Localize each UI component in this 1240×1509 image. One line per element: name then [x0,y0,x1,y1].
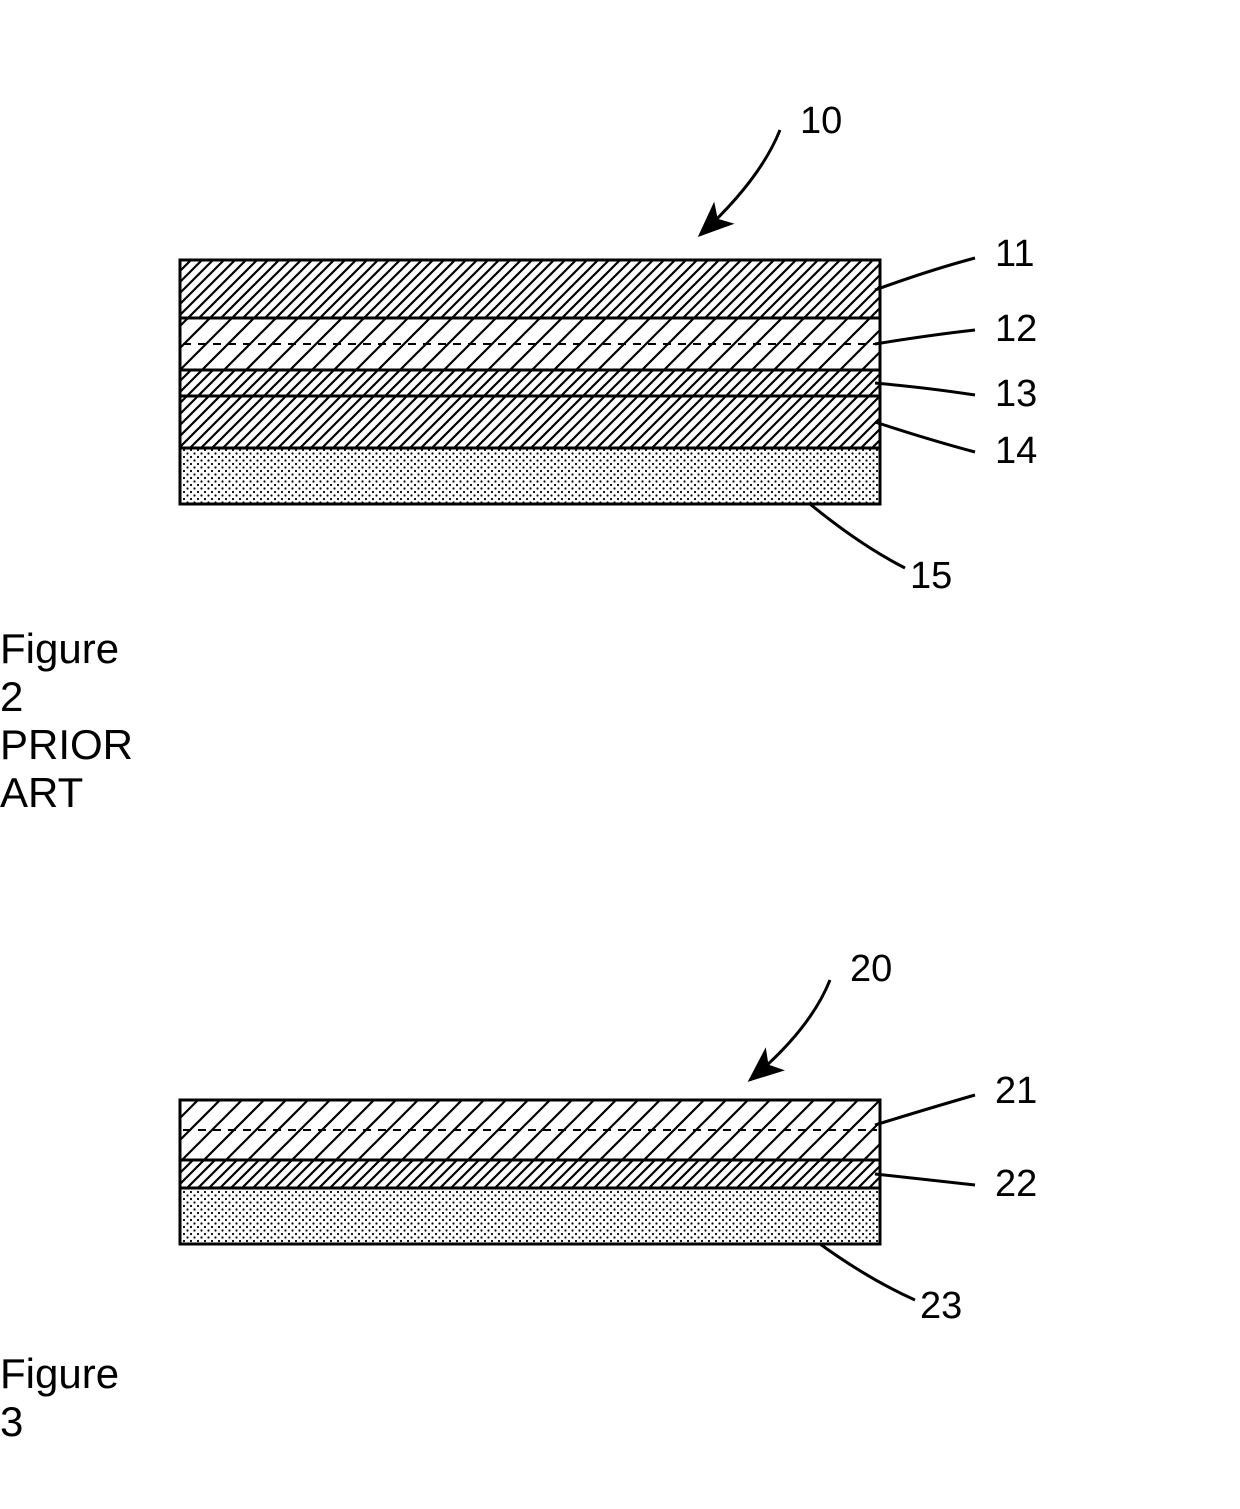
fig3-stack [0,0,1240,1509]
fig3-arrow [0,0,1240,1509]
fig2-caption-line1: Figure 2 [0,625,119,720]
fig2-label-12: 12 [995,308,1037,351]
fig3-label-21: 21 [995,1070,1037,1113]
fig2-leaders [0,0,1240,1509]
fig2-arrow [0,0,1240,1509]
fig3-top-label: 20 [850,948,892,991]
fig3-leaders [0,0,1240,1509]
fig2-label-14: 14 [995,430,1037,473]
fig3-caption-line1: Figure 3 [0,1350,119,1445]
fig2-caption-line2: PRIOR ART [0,721,133,816]
fig2-label-13: 13 [995,373,1037,416]
page: 10 [0,0,1240,1509]
fig3-label-23: 23 [920,1285,962,1328]
fig2-stack [0,0,1240,1509]
fig2-label-15: 15 [910,555,952,598]
fig2-label-11: 11 [995,233,1034,276]
fig3-label-22: 22 [995,1163,1037,1206]
fig2-top-label: 10 [800,100,842,143]
